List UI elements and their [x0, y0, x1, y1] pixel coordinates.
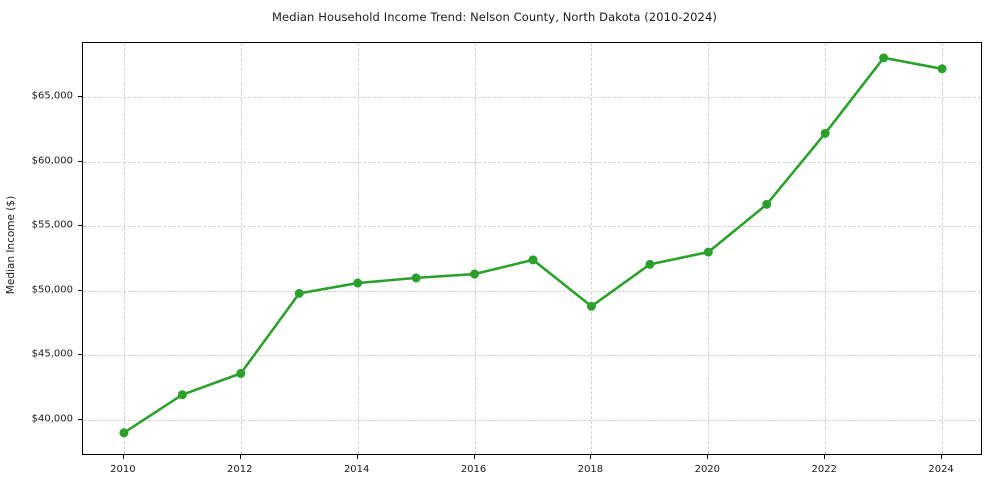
y-axis-tick-label: $60,000: [31, 155, 73, 167]
x-axis-tick-label: 2024: [928, 464, 954, 475]
y-axis-tick-mark: [78, 418, 82, 420]
data-point-marker: [586, 301, 596, 311]
grid-line-vertical: [825, 43, 827, 454]
plot-area: [82, 42, 982, 455]
y-axis-label-text: Median Income ($): [5, 195, 18, 295]
data-point-marker: [528, 255, 538, 265]
y-axis-tick-label: $65,000: [31, 90, 73, 102]
x-axis-tick-label: 2012: [227, 464, 253, 475]
grid-line-horizontal: [83, 290, 981, 292]
y-axis-tick-mark: [78, 289, 82, 291]
y-axis-tick-label: $45,000: [31, 348, 73, 360]
grid-line-vertical: [123, 43, 125, 454]
data-point-marker: [879, 53, 889, 63]
x-axis-tick-label: 2020: [694, 464, 721, 475]
data-point-marker: [937, 64, 947, 74]
data-point-marker: [703, 247, 713, 257]
grid-line-horizontal: [83, 97, 981, 99]
data-point-marker: [470, 269, 480, 279]
x-axis-tick-mark: [941, 455, 943, 459]
x-axis-tick-mark: [590, 455, 592, 459]
grid-line-vertical: [591, 43, 593, 454]
x-axis-tick-label: 2022: [811, 464, 837, 475]
x-axis-tick-mark: [356, 455, 358, 459]
x-axis-tick-label: 2018: [577, 464, 604, 475]
y-axis-tick-mark: [78, 225, 82, 227]
x-axis-tick-mark: [122, 455, 124, 459]
x-axis-tick-mark: [824, 455, 826, 459]
grid-line-horizontal: [83, 355, 981, 357]
data-series-layer: [119, 53, 947, 438]
data-point-marker: [353, 278, 363, 288]
data-point-marker: [294, 288, 304, 298]
data-point-marker: [820, 128, 830, 138]
y-axis-tick-mark: [78, 160, 82, 162]
income-trend-line: [122, 56, 944, 435]
y-axis-tick-label: $40,000: [31, 413, 73, 425]
grid-line-horizontal: [83, 161, 981, 163]
data-point-marker: [645, 259, 655, 269]
x-axis-tick-mark: [473, 455, 475, 459]
x-axis-tick-mark: [239, 455, 241, 459]
data-point-marker: [762, 199, 772, 209]
x-axis-tick-label: 2014: [343, 464, 370, 475]
data-point-marker: [411, 273, 421, 283]
y-axis-tick-label: $55,000: [31, 219, 73, 231]
data-point-marker: [119, 428, 129, 438]
x-axis-tick-mark: [707, 455, 709, 459]
grid-line-vertical: [357, 43, 359, 454]
y-axis-tick-mark: [78, 96, 82, 98]
grid-line-vertical: [474, 43, 476, 454]
grid-line-horizontal: [83, 419, 981, 421]
chart-title: Median Household Income Trend: Nelson Co…: [272, 10, 717, 24]
data-point-marker: [236, 368, 246, 378]
x-axis-tick-label: 2016: [460, 464, 487, 475]
income-trend-markers: [119, 53, 947, 438]
y-axis-tick-mark: [78, 354, 82, 356]
grid-line-horizontal: [83, 226, 981, 228]
grid-line-vertical: [942, 43, 944, 454]
data-point-marker: [177, 390, 187, 400]
grid-line-vertical: [240, 43, 242, 454]
x-axis-tick-label: 2010: [110, 464, 136, 475]
y-axis-tick-label: $50,000: [31, 284, 73, 296]
